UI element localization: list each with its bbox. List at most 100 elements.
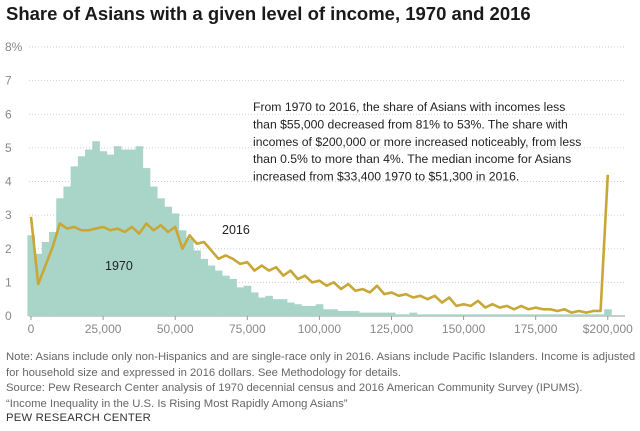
bar-1970 xyxy=(337,310,346,316)
bar-1970 xyxy=(459,314,468,316)
bar-1970 xyxy=(604,309,612,316)
bar-1970 xyxy=(178,230,187,316)
bar-1970 xyxy=(517,314,526,316)
bar-1970 xyxy=(49,231,57,316)
x-tick-label: 125,000 xyxy=(370,322,414,336)
annotation-line: increased from $33,400 1970 to $51,300 i… xyxy=(253,170,519,184)
bar-1970 xyxy=(301,305,309,316)
bar-1970 xyxy=(279,299,288,316)
bar-1970 xyxy=(214,270,223,316)
bar-1970 xyxy=(387,312,396,316)
bar-1970 xyxy=(157,198,165,316)
bar-1970 xyxy=(423,314,432,316)
note-line-2: for household size and expressed in 2016… xyxy=(6,366,402,379)
y-tick-label: 1 xyxy=(5,275,12,289)
bar-1970 xyxy=(402,314,410,316)
x-tick-label: 150,000 xyxy=(442,322,486,336)
bar-1970 xyxy=(344,310,353,316)
bar-1970 xyxy=(236,287,245,316)
bar-1970 xyxy=(128,149,136,316)
x-tick-label: 175,000 xyxy=(514,322,558,336)
bar-1970 xyxy=(416,314,425,316)
bar-1970 xyxy=(575,314,583,316)
bar-1970 xyxy=(113,146,122,316)
y-tick-label: 8% xyxy=(5,40,23,54)
bar-1970 xyxy=(63,186,72,316)
series-2016-line xyxy=(29,174,610,314)
report-title: “Income Inequality in the U.S. Is Rising… xyxy=(6,397,348,410)
credit: PEW RESEARCH CENTER xyxy=(6,412,152,424)
bar-1970 xyxy=(258,297,266,316)
bar-1970 xyxy=(308,305,317,316)
annotation-line: than 0.5% to more than 4%. The median in… xyxy=(253,152,571,166)
bar-1970 xyxy=(503,314,511,316)
bar-1970 xyxy=(330,309,338,316)
annotation-line: From 1970 to 2016, the share of Asians w… xyxy=(253,100,565,114)
bar-1970 xyxy=(27,235,36,316)
bar-1970 xyxy=(359,312,367,316)
y-tick-label: 3 xyxy=(5,208,12,222)
bar-1970 xyxy=(467,314,475,316)
bar-1970 xyxy=(351,310,360,316)
y-tick-label: 5 xyxy=(5,141,12,155)
bar-1970 xyxy=(539,314,547,316)
bar-1970 xyxy=(41,242,50,316)
bar-1970 xyxy=(323,309,331,316)
income-distribution-chart: 0 1 2 3 4 5 6 7 8% 0 25,000 50,000 75,000 100,000 125… xyxy=(5,40,633,336)
bar-1970 xyxy=(568,314,576,316)
y-tick-label: 2 xyxy=(5,242,12,256)
annotation-line: than $55,000 decreased from 81% to 53%. … xyxy=(253,117,568,131)
y-tick-label: 6 xyxy=(5,107,12,121)
bar-1970 xyxy=(481,314,490,316)
y-tick-label: 4 xyxy=(5,175,12,189)
x-tick-label: 25,000 xyxy=(85,322,122,336)
y-tick-label: 7 xyxy=(5,74,12,88)
label-1970: 1970 xyxy=(105,259,133,273)
chart-title: Share of Asians with a given level of in… xyxy=(6,3,531,24)
bar-1970 xyxy=(171,213,180,316)
bar-1970 xyxy=(445,314,454,316)
bar-1970 xyxy=(200,258,209,316)
x-tick-label: 75,000 xyxy=(229,322,266,336)
x-axis-ticks: 0 25,000 50,000 75,000 100,000 125,000 150,000… xyxy=(28,316,633,336)
annotation-line: incomes of $200,000 or more increased no… xyxy=(253,135,581,149)
bar-1970 xyxy=(380,312,389,316)
bar-1970 xyxy=(589,314,598,316)
bar-1970 xyxy=(546,314,555,316)
bar-1970 xyxy=(560,314,569,316)
note-line-1: Note: Asians include only non-Hispanics … xyxy=(6,351,636,363)
bar-1970 xyxy=(164,206,172,316)
y-tick-label: 0 xyxy=(5,309,12,323)
notes: Note: Asians include only non-Hispanics … xyxy=(6,350,636,412)
bar-1970 xyxy=(474,314,483,316)
bar-1970 xyxy=(286,302,295,316)
bar-1970 xyxy=(366,312,374,316)
bar-1970 xyxy=(229,279,237,316)
bar-1970 xyxy=(193,250,201,316)
bar-1970 xyxy=(452,314,461,316)
bar-1970 xyxy=(186,238,194,316)
bar-1970 xyxy=(438,314,446,316)
bar-1970 xyxy=(250,292,259,316)
line-2016 xyxy=(29,174,610,314)
x-tick-label: 50,000 xyxy=(157,322,194,336)
annotation: From 1970 to 2016, the share of Asians w… xyxy=(253,100,581,184)
bar-1970 xyxy=(77,156,86,316)
source-line: Source: Pew Research Center analysis of … xyxy=(6,382,583,394)
bar-1970 xyxy=(596,314,605,316)
bar-1970 xyxy=(553,314,562,316)
bar-1970 xyxy=(488,314,497,316)
bar-1970 xyxy=(135,146,144,316)
bar-1970 xyxy=(294,304,302,316)
label-2016: 2016 xyxy=(222,223,250,237)
bar-1970 xyxy=(431,314,439,316)
bar-1970 xyxy=(272,299,281,316)
bar-1970 xyxy=(149,186,158,316)
bar-1970 xyxy=(373,312,382,316)
x-tick-label: 0 xyxy=(28,322,35,336)
bar-1970 xyxy=(582,314,591,316)
bar-1970 xyxy=(510,314,519,316)
bar-1970 xyxy=(532,314,540,316)
bar-1970 xyxy=(207,265,216,316)
bar-1970 xyxy=(106,154,115,316)
